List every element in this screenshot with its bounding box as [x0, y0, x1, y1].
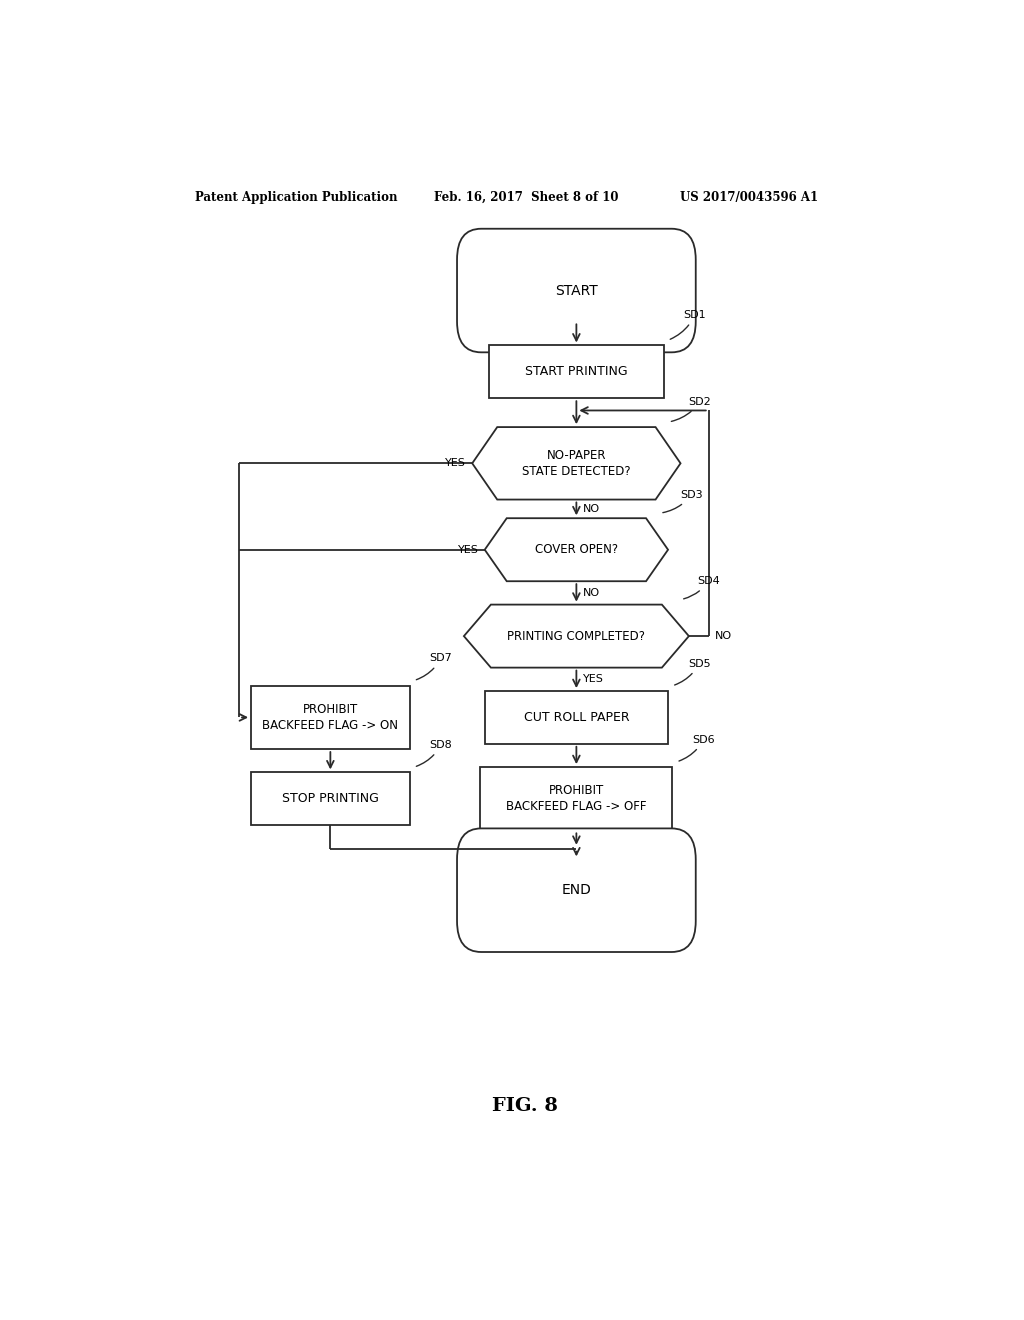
Polygon shape — [464, 605, 689, 668]
Text: CUT ROLL PAPER: CUT ROLL PAPER — [523, 711, 629, 723]
Text: SD3: SD3 — [663, 490, 702, 512]
Bar — [489, 346, 664, 399]
Text: NO: NO — [583, 504, 600, 513]
Text: PROHIBIT
BACKFEED FLAG -> OFF: PROHIBIT BACKFEED FLAG -> OFF — [506, 784, 646, 813]
Text: STOP PRINTING: STOP PRINTING — [282, 792, 379, 805]
Text: NO: NO — [715, 631, 732, 642]
Text: END: END — [561, 883, 591, 898]
Text: SD8: SD8 — [417, 741, 453, 767]
FancyBboxPatch shape — [457, 829, 695, 952]
Text: SD6: SD6 — [679, 735, 715, 762]
Text: US 2017/0043596 A1: US 2017/0043596 A1 — [680, 191, 818, 203]
Text: START PRINTING: START PRINTING — [525, 366, 628, 379]
Text: PRINTING COMPLETED?: PRINTING COMPLETED? — [507, 630, 645, 643]
Text: YES: YES — [445, 458, 466, 469]
Text: COVER OPEN?: COVER OPEN? — [535, 544, 617, 556]
Bar — [480, 767, 673, 830]
Bar — [251, 772, 410, 825]
FancyBboxPatch shape — [457, 228, 695, 352]
Text: Feb. 16, 2017  Sheet 8 of 10: Feb. 16, 2017 Sheet 8 of 10 — [433, 191, 618, 203]
Bar — [484, 690, 668, 744]
Text: NO-PAPER
STATE DETECTED?: NO-PAPER STATE DETECTED? — [522, 449, 631, 478]
Text: SD7: SD7 — [417, 653, 453, 680]
Text: FIG. 8: FIG. 8 — [492, 1097, 558, 1114]
Text: SD2: SD2 — [672, 397, 712, 421]
Text: SD4: SD4 — [684, 577, 720, 599]
Text: PROHIBIT
BACKFEED FLAG -> ON: PROHIBIT BACKFEED FLAG -> ON — [262, 704, 398, 731]
Text: START: START — [555, 284, 598, 297]
Polygon shape — [472, 428, 681, 499]
Bar — [251, 685, 410, 750]
Text: SD5: SD5 — [675, 659, 711, 685]
Text: YES: YES — [458, 545, 478, 554]
Polygon shape — [484, 519, 668, 581]
Text: Patent Application Publication: Patent Application Publication — [196, 191, 398, 203]
Text: SD1: SD1 — [671, 310, 707, 339]
Text: NO: NO — [583, 587, 600, 598]
Text: YES: YES — [583, 675, 603, 684]
